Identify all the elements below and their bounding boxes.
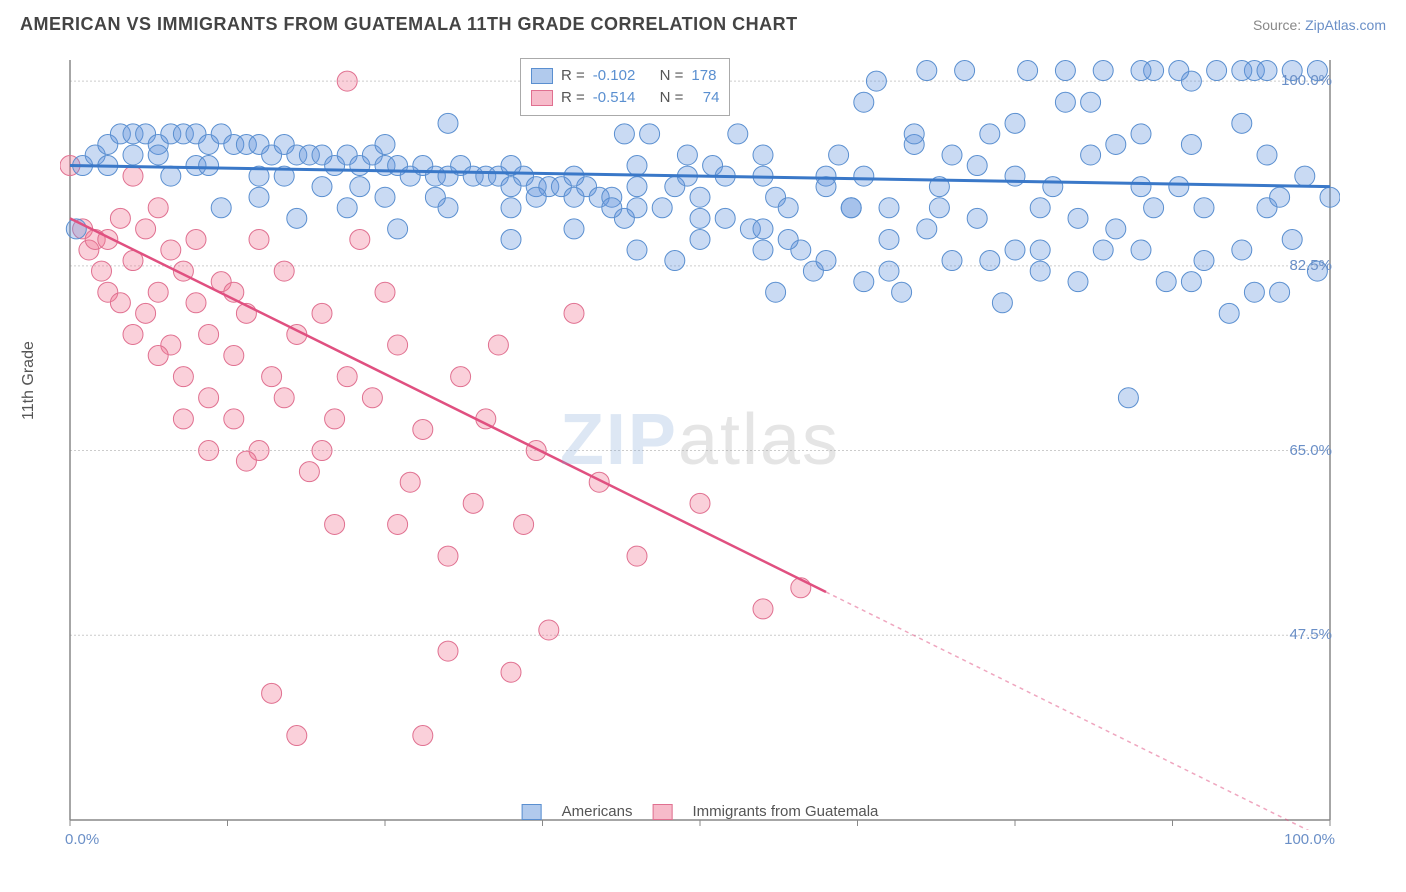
chart-svg — [60, 50, 1340, 830]
bottom-label-americans: Americans — [562, 803, 633, 820]
y-tick-label: 47.5% — [1289, 626, 1332, 643]
bottom-label-immigrants: Immigrants from Guatemala — [692, 803, 878, 820]
x-tick-label: 0.0% — [65, 831, 99, 848]
x-tick-label: 100.0% — [1284, 831, 1335, 848]
correlation-legend: R = -0.102 N = 178 R = -0.514 N = 74 — [520, 58, 730, 116]
r-value-immigrants: -0.514 — [593, 87, 636, 109]
scatter-chart: ZIPatlas R = -0.102 N = 178 R = -0.514 N… — [60, 50, 1340, 830]
n-value-immigrants: 74 — [691, 87, 719, 109]
legend-row-immigrants: R = -0.514 N = 74 — [531, 87, 719, 109]
source-link[interactable]: ZipAtlas.com — [1305, 17, 1386, 33]
bottom-legend: Americans Immigrants from Guatemala — [522, 803, 879, 820]
y-tick-label: 65.0% — [1289, 442, 1332, 459]
chart-title: AMERICAN VS IMMIGRANTS FROM GUATEMALA 11… — [20, 14, 798, 35]
legend-swatch-immigrants — [531, 90, 553, 106]
r-value-americans: -0.102 — [593, 65, 636, 87]
legend-row-americans: R = -0.102 N = 178 — [531, 65, 719, 87]
source-attribution: Source: ZipAtlas.com — [1253, 17, 1386, 33]
y-tick-label: 82.5% — [1289, 257, 1332, 274]
y-axis-label: 11th Grade — [20, 341, 38, 420]
chart-header: AMERICAN VS IMMIGRANTS FROM GUATEMALA 11… — [0, 0, 1406, 45]
y-tick-label: 100.0% — [1281, 72, 1332, 89]
n-value-americans: 178 — [691, 65, 716, 87]
legend-swatch-americans — [531, 68, 553, 84]
bottom-swatch-immigrants — [652, 804, 672, 820]
bottom-swatch-americans — [522, 804, 542, 820]
